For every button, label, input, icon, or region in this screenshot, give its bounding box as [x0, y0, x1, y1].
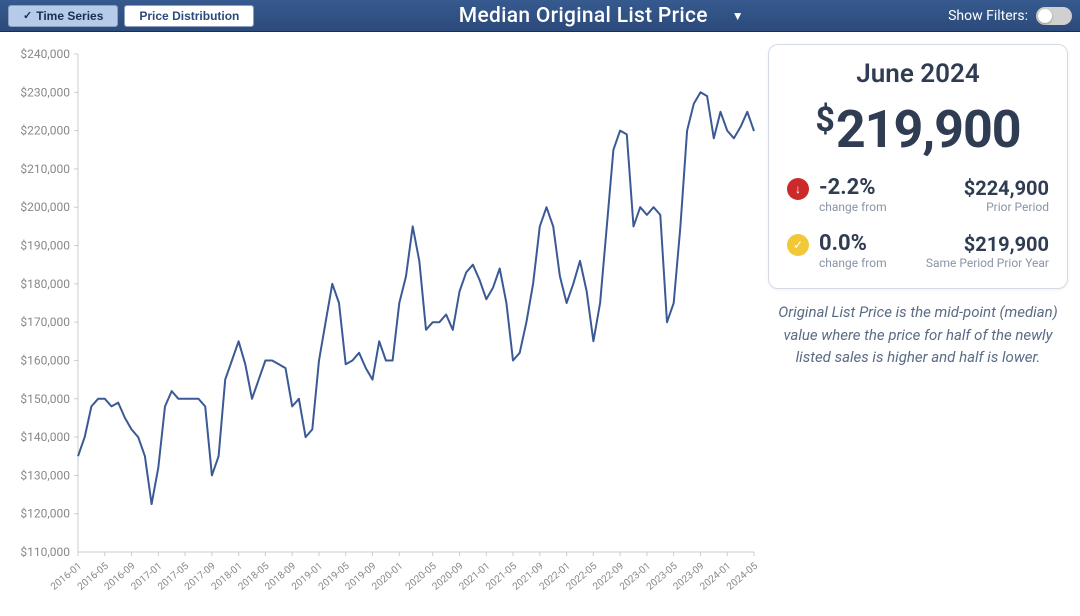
- chart-container: $110,000 $120,000 $130,000 $140,000 $150,000…: [4, 44, 760, 612]
- svg-text:$120,000: $120,000: [20, 507, 70, 521]
- svg-text:$220,000: $220,000: [20, 124, 70, 138]
- svg-text:$110,000: $110,000: [20, 545, 70, 559]
- tab-price-distribution[interactable]: Price Distribution: [124, 5, 254, 27]
- stat-value: $219,900: [926, 232, 1049, 256]
- svg-text:$140,000: $140,000: [20, 430, 70, 444]
- svg-text:$190,000: $190,000: [20, 239, 70, 253]
- stats-card: June 2024 $219,900 ↓ -2.2% change from $…: [768, 44, 1068, 289]
- view-tabs: ✓ Time Series Price Distribution: [8, 5, 254, 27]
- show-filters-label: Show Filters:: [948, 8, 1028, 24]
- stats-period: June 2024: [787, 59, 1049, 89]
- svg-text:$130,000: $130,000: [20, 468, 70, 482]
- svg-text:$240,000: $240,000: [20, 47, 70, 61]
- dollar-icon: $: [815, 100, 834, 140]
- stat-row-prior-period: ↓ -2.2% change from $224,900 Prior Perio…: [787, 176, 1049, 214]
- tab-label: Price Distribution: [139, 9, 239, 23]
- tab-label: Time Series: [36, 9, 103, 23]
- down-arrow-badge-icon: ↓: [787, 178, 809, 200]
- toggle-knob: [1038, 9, 1052, 23]
- stat-value: $224,900: [964, 176, 1049, 200]
- svg-text:$160,000: $160,000: [20, 353, 70, 367]
- stat-pct: 0.0%: [819, 232, 916, 256]
- stat-sub: change from: [819, 256, 916, 270]
- svg-text:$200,000: $200,000: [20, 200, 70, 214]
- stat-row-prior-year: ✓ 0.0% change from $219,900 Same Period …: [787, 232, 1049, 270]
- svg-text:$170,000: $170,000: [20, 315, 70, 329]
- svg-text:$150,000: $150,000: [20, 392, 70, 406]
- header-bar: ✓ Time Series Price Distribution Median …: [0, 0, 1080, 32]
- title-dropdown-icon[interactable]: ▼: [732, 9, 744, 23]
- show-filters-toggle[interactable]: [1036, 7, 1072, 25]
- stat-pct: -2.2%: [819, 176, 954, 200]
- stats-big-value: $219,900: [787, 103, 1049, 156]
- check-icon: ✓: [23, 9, 32, 22]
- svg-text:$210,000: $210,000: [20, 162, 70, 176]
- tab-time-series[interactable]: ✓ Time Series: [8, 5, 118, 27]
- stat-value-label: Prior Period: [964, 200, 1049, 214]
- line-chart: $110,000 $120,000 $130,000 $140,000 $150,000…: [4, 44, 760, 612]
- svg-text:2024-05: 2024-05: [725, 561, 760, 593]
- svg-text:$180,000: $180,000: [20, 277, 70, 291]
- svg-text:2020-01: 2020-01: [370, 561, 405, 593]
- svg-text:$230,000: $230,000: [20, 85, 70, 99]
- stat-value-label: Same Period Prior Year: [926, 256, 1049, 270]
- page-title: Median Original List Price: [459, 4, 708, 28]
- stat-sub: change from: [819, 200, 954, 214]
- description-text: Original List Price is the mid-point (me…: [768, 301, 1068, 369]
- check-badge-icon: ✓: [787, 234, 809, 256]
